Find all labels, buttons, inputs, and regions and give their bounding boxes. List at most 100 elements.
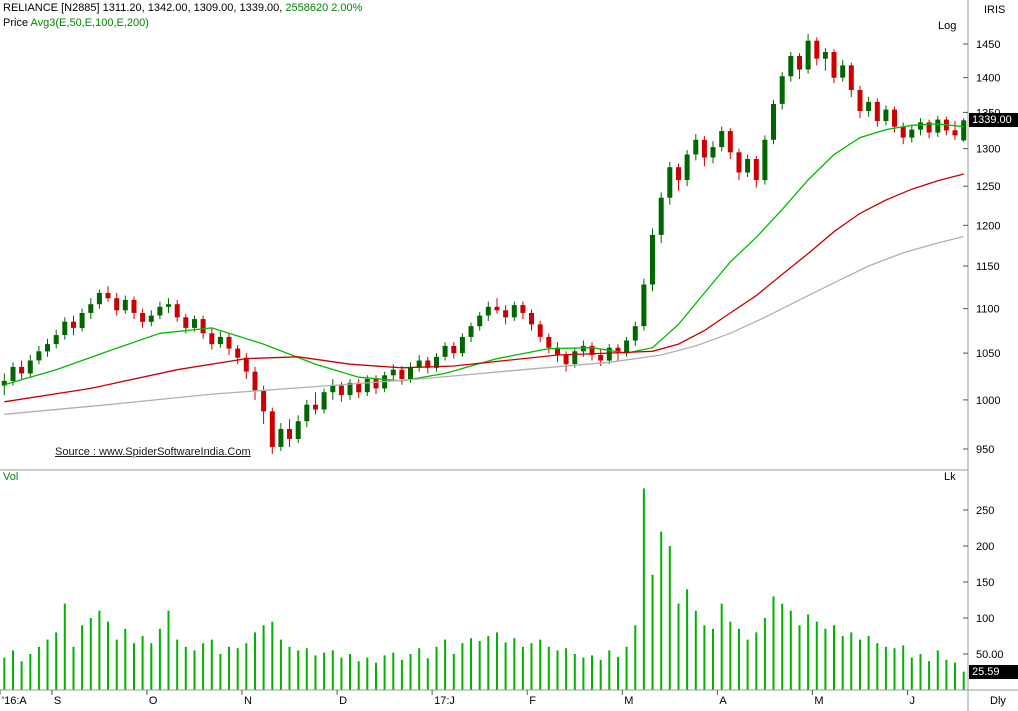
candle-body — [529, 313, 534, 325]
candle-body — [572, 351, 578, 365]
candle-body — [235, 348, 241, 358]
candle-body — [650, 234, 655, 285]
ohlc-values: 1311.20, 1342.00, 1309.00, 1339.00, — [102, 2, 283, 14]
candle-body — [857, 90, 863, 111]
candle-body — [71, 321, 76, 328]
candle-body — [373, 379, 379, 389]
candle-body — [243, 357, 249, 372]
candle-body — [745, 159, 751, 173]
candle-body — [701, 139, 707, 158]
avg-indicator-label: Avg3(E,50,E,100,E,200) — [30, 17, 149, 29]
candle-body — [166, 304, 171, 307]
candle-body — [330, 385, 336, 393]
app-name-label: IRIS — [984, 4, 1006, 16]
candle-body — [676, 167, 681, 181]
candle-body — [952, 130, 958, 136]
candle-body — [667, 167, 673, 198]
candle-body — [831, 52, 837, 78]
candle-body — [217, 336, 223, 345]
candle-body — [252, 371, 258, 391]
price-tick-label: 1100 — [976, 304, 1000, 316]
candle-body — [131, 299, 137, 313]
periodicity-label[interactable]: Dly — [990, 695, 1006, 707]
candle-body — [459, 336, 465, 354]
candle-body — [338, 385, 344, 396]
candle-body — [866, 101, 872, 112]
volume-tick-label: 150 — [976, 577, 994, 589]
candle-body — [624, 340, 630, 354]
candle-body — [822, 52, 828, 59]
candle-body — [580, 345, 586, 352]
symbol-label: RELIANCE [N2885] — [3, 2, 100, 14]
candle-body — [468, 326, 474, 337]
price-panel-label: Price — [3, 17, 29, 29]
candle-body — [269, 411, 275, 447]
candle-body — [192, 319, 197, 328]
candle-body — [209, 333, 215, 345]
indicator-header: Price Avg3(E,50,E,100,E,200) — [3, 17, 149, 29]
candle-body — [710, 147, 716, 158]
candle-body — [503, 310, 509, 318]
ema50-line — [4, 123, 964, 386]
candle-body — [53, 335, 59, 345]
candle-body — [140, 313, 146, 322]
candle-body — [442, 345, 448, 357]
log-scale-label[interactable]: Log — [938, 20, 957, 32]
volume-tick-label: 200 — [976, 541, 994, 553]
candle-body — [200, 319, 206, 334]
candle-body — [727, 131, 733, 153]
candle-body — [719, 131, 725, 148]
candle-body — [797, 56, 802, 70]
x-axis-month-label: M — [814, 695, 823, 707]
candle-body — [520, 305, 526, 313]
candle-body — [278, 429, 284, 447]
source-note: Source : www.SpiderSoftwareIndia.Com — [55, 446, 251, 458]
candle-body — [485, 306, 491, 316]
candle-body — [840, 65, 846, 78]
candle-body — [226, 336, 232, 349]
candle-body — [606, 347, 612, 361]
candle-body — [451, 345, 457, 354]
candle-body — [45, 344, 50, 352]
candle-body — [598, 355, 604, 361]
candle-body — [935, 119, 941, 133]
price-tick-label: 1250 — [976, 181, 1000, 193]
volume-tick-label: 100 — [976, 613, 994, 625]
candle-body — [537, 324, 543, 337]
candle-body — [892, 109, 897, 127]
candle-body — [122, 299, 128, 311]
candle-body — [434, 356, 439, 368]
candle-body — [19, 366, 25, 374]
candle-body — [96, 293, 102, 305]
candle-body — [788, 56, 794, 77]
ema200-line — [4, 235, 964, 415]
candle-body — [736, 152, 742, 173]
price-tick-label: 1400 — [976, 73, 1000, 85]
price-tick-label: 1200 — [976, 220, 1000, 232]
candle-body — [1, 380, 7, 386]
price-tick-label: 950 — [976, 444, 994, 456]
candle-body — [563, 355, 569, 365]
candle-body — [511, 305, 517, 318]
candle-body — [900, 126, 906, 138]
x-axis-month-label: N — [244, 695, 252, 707]
candle-body — [909, 129, 915, 138]
candle-body — [79, 313, 85, 328]
candle-body — [88, 304, 94, 313]
last-volume-badge: 25.59 — [969, 664, 1018, 679]
ema100-line — [4, 173, 964, 403]
last-price-badge: 1339.00 — [969, 113, 1018, 128]
x-axis-month-label: J — [910, 695, 916, 707]
candle-body — [684, 154, 690, 180]
candle-body — [304, 404, 310, 422]
volume-change-value: 2558620 2.00% — [285, 2, 363, 14]
candle-body — [347, 382, 353, 396]
x-axis-month-label: S — [54, 695, 61, 707]
candle-body — [555, 347, 560, 355]
candle-body — [918, 122, 923, 130]
x-axis-month-label: O — [149, 695, 158, 707]
price-tick-label: 1050 — [976, 348, 1000, 360]
volume-panel-label: Vol — [3, 471, 19, 483]
